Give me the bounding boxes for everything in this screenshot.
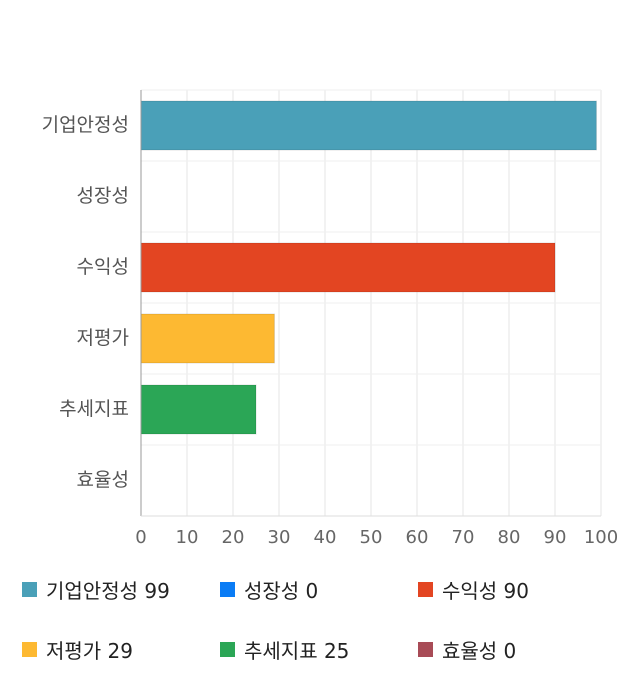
- legend-swatch: [22, 642, 37, 657]
- x-tick-label: 40: [314, 527, 337, 548]
- legend-item-growth[interactable]: 성장성 0: [220, 575, 318, 604]
- category-label: 저평가: [77, 327, 129, 349]
- x-tick-label: 100: [584, 527, 618, 548]
- tick-labels: 0 10 20 30 40 50 60 70 80 90 100: [135, 527, 618, 548]
- legend-item-trend[interactable]: 추세지표 25: [220, 635, 349, 664]
- x-tick-label: 60: [406, 527, 429, 548]
- bar[interactable]: [140, 242, 556, 293]
- legend-item-stability[interactable]: 기업안정성 99: [22, 575, 170, 604]
- legend-item-efficiency[interactable]: 효율성 0: [418, 635, 516, 664]
- x-tick-label: 90: [544, 527, 567, 548]
- category-label: 기업안정성: [42, 114, 129, 136]
- category-label: 효율성: [77, 469, 129, 491]
- legend-swatch: [220, 642, 235, 657]
- legend-label: 효율성 0: [442, 639, 517, 663]
- x-tick-label: 10: [176, 527, 199, 548]
- legend-item-profitability[interactable]: 수익성 90: [418, 575, 529, 604]
- x-tick-label: 70: [452, 527, 475, 548]
- legend-label: 저평가 29: [46, 639, 134, 663]
- x-tick-label: 30: [268, 527, 291, 548]
- legend-label: 수익성 90: [442, 579, 530, 603]
- bar[interactable]: [140, 100, 597, 151]
- category-label: 성장성: [77, 185, 129, 207]
- legend-swatch: [418, 642, 433, 657]
- x-tick-label: 0: [135, 527, 146, 548]
- x-tick-label: 50: [360, 527, 383, 548]
- legend-swatch: [418, 582, 433, 597]
- legend-label: 추세지표 25: [244, 639, 350, 663]
- legend-label: 성장성 0: [244, 579, 319, 603]
- bar[interactable]: [140, 384, 257, 435]
- bar[interactable]: [140, 313, 275, 364]
- category-label: 추세지표: [59, 398, 129, 420]
- category-label: 수익성: [77, 256, 129, 278]
- legend-label: 기업안정성 99: [46, 579, 170, 603]
- chart-grid: [140, 89, 602, 517]
- x-tick-label: 80: [498, 527, 521, 548]
- chart-bars: [140, 100, 597, 435]
- legend-swatch: [220, 582, 235, 597]
- legend-swatch: [22, 582, 37, 597]
- x-tick-label: 20: [222, 527, 245, 548]
- chart-axes: [140, 90, 601, 517]
- legend-item-undervaluation[interactable]: 저평가 29: [22, 635, 133, 664]
